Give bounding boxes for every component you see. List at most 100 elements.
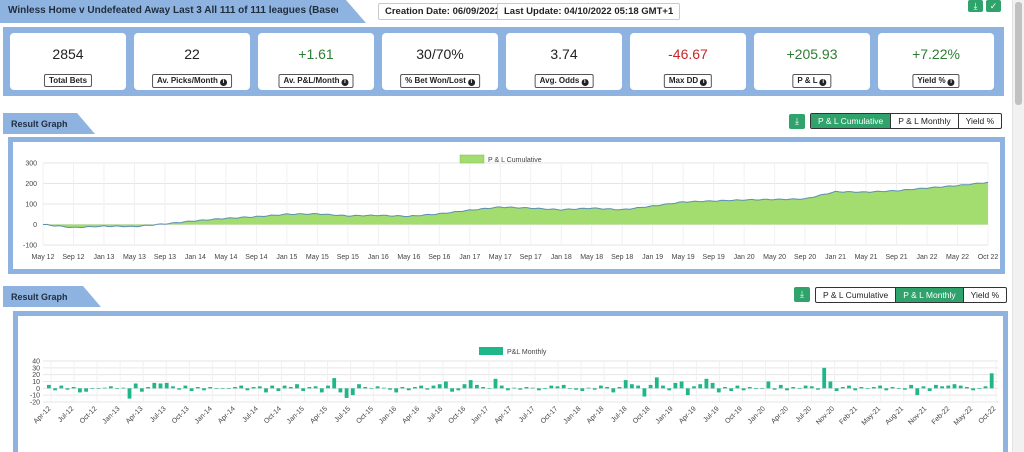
scrollbar-thumb[interactable] (1015, 2, 1022, 105)
monthly-bar (543, 388, 547, 389)
monthly-bar (319, 388, 324, 393)
info-icon[interactable]: i (819, 79, 827, 86)
result-graph-tab-1: Result Graph (3, 113, 95, 134)
stat-label-text: P & L (797, 76, 818, 85)
monthly-bar (822, 367, 827, 389)
x-tick-label: Jul-12 (57, 405, 76, 424)
stat-value: 22 (184, 46, 200, 62)
monthly-bar (754, 388, 758, 389)
monthly-bar (245, 388, 250, 391)
x-tick-label: Jan-15 (286, 405, 306, 425)
monthly-bar (840, 387, 845, 389)
x-tick-label: Jan 21 (825, 254, 846, 261)
y-tick-label: -10 (30, 393, 40, 400)
page-scrollbar[interactable] (1012, 0, 1024, 452)
monthly-bar (977, 388, 982, 389)
info-icon[interactable]: i (219, 79, 227, 86)
toggle-pl-cumulative[interactable]: P & L Cumulative (823, 290, 889, 300)
info-icon[interactable]: i (947, 79, 955, 86)
monthly-bar (766, 381, 771, 389)
x-tick-label: Jan 19 (642, 254, 663, 261)
graph1-download-button[interactable]: ⤓ (789, 114, 805, 129)
x-tick-label: May 20 (763, 254, 786, 261)
stat-label: Av. P&L/Month i (278, 74, 354, 88)
monthly-bar (78, 388, 82, 393)
toggle-yield[interactable]: Yield % (962, 288, 1007, 302)
monthly-bar (747, 387, 752, 389)
monthly-bar (958, 385, 963, 389)
monthly-bar (834, 388, 839, 391)
stat-label: Av. Picks/Month i (152, 74, 232, 88)
x-tick-label: Jan 15 (276, 254, 297, 261)
legend-label: P&L Monthly (507, 349, 547, 356)
monthly-bar (586, 387, 591, 389)
monthly-bar (580, 388, 585, 391)
monthly-bar (363, 387, 368, 389)
x-tick-label: Apr-18 (586, 405, 606, 425)
monthly-bar (710, 382, 715, 389)
monthly-bar (903, 388, 907, 390)
monthly-bar (735, 385, 740, 389)
monthly-bar (499, 385, 504, 389)
monthly-bar (146, 387, 150, 389)
strategy-title-tab: Winless Home v Undefeated Away Last 3 Al… (0, 0, 366, 24)
monthly-bar (257, 386, 262, 389)
y-tick-label: -100 (23, 243, 37, 250)
info-icon[interactable]: i (581, 79, 589, 86)
x-tick-label: Apr-14 (217, 405, 237, 425)
monthly-bar (344, 388, 349, 398)
monthly-bar (332, 378, 337, 389)
stat-card: 30/70% % Bet Won/Lost i (382, 33, 498, 90)
x-tick-label: Sep 14 (245, 254, 267, 261)
stat-label-text: Max DD (668, 76, 699, 85)
toggle-pl-monthly[interactable]: P & L Monthly (895, 288, 963, 302)
y-tick-label: 300 (25, 161, 37, 168)
toggle-pl-cumulative[interactable]: P & L Cumulative (811, 114, 891, 128)
info-icon[interactable]: i (700, 79, 708, 86)
monthly-bar (989, 373, 994, 389)
x-tick-label: Sep 12 (62, 254, 84, 261)
x-tick-label: Sep 17 (520, 254, 542, 261)
monthly-bar (282, 385, 287, 389)
section-title: Result Graph (11, 119, 68, 129)
monthly-bar (921, 386, 926, 389)
monthly-bar (685, 388, 690, 396)
monthly-bar (537, 388, 541, 391)
monthly-bar (164, 382, 169, 389)
section-tab-shape (3, 113, 95, 134)
x-tick-label: Oct-12 (79, 405, 99, 425)
monthly-bar (561, 384, 566, 389)
legend-label: P & L Cumulative (488, 157, 542, 164)
monthly-bar (152, 382, 157, 389)
monthly-bar (791, 387, 796, 389)
monthly-bar (530, 387, 535, 389)
toggle-pl-monthly[interactable]: P & L Monthly (890, 114, 957, 128)
monthly-bar (431, 385, 436, 389)
follow-check-button[interactable]: ✓ (986, 0, 1001, 12)
info-icon[interactable]: i (341, 79, 349, 86)
monthly-bar (599, 385, 603, 389)
monthly-bar (630, 384, 634, 389)
monthly-bar (65, 388, 70, 390)
toggle-yield[interactable]: Yield % (957, 114, 1002, 128)
graph2-download-button[interactable]: ⤓ (794, 287, 810, 302)
section-title: Result Graph (11, 292, 68, 302)
x-tick-label: Jan 13 (93, 254, 114, 261)
x-tick-label: Jan 22 (917, 254, 938, 261)
x-tick-label: Jan-18 (562, 405, 582, 425)
monthly-bar (946, 385, 951, 389)
strategy-title: Winless Home v Undefeated Away Last 3 Al… (8, 5, 338, 16)
monthly-bar (965, 387, 969, 389)
info-icon[interactable]: i (467, 79, 475, 86)
stat-value: 2854 (52, 46, 84, 62)
stat-card: 3.74 Avg. Odds i (506, 33, 622, 90)
export-download-button[interactable]: ⤓ (968, 0, 983, 12)
monthly-bar (865, 388, 870, 389)
y-tick-label: 100 (25, 202, 37, 209)
monthly-bar (419, 385, 423, 389)
monthly-bar (301, 388, 306, 391)
y-tick-label: -20 (30, 400, 40, 407)
stat-label: % Bet Won/Lost i (400, 74, 480, 88)
monthly-bar (673, 382, 678, 389)
